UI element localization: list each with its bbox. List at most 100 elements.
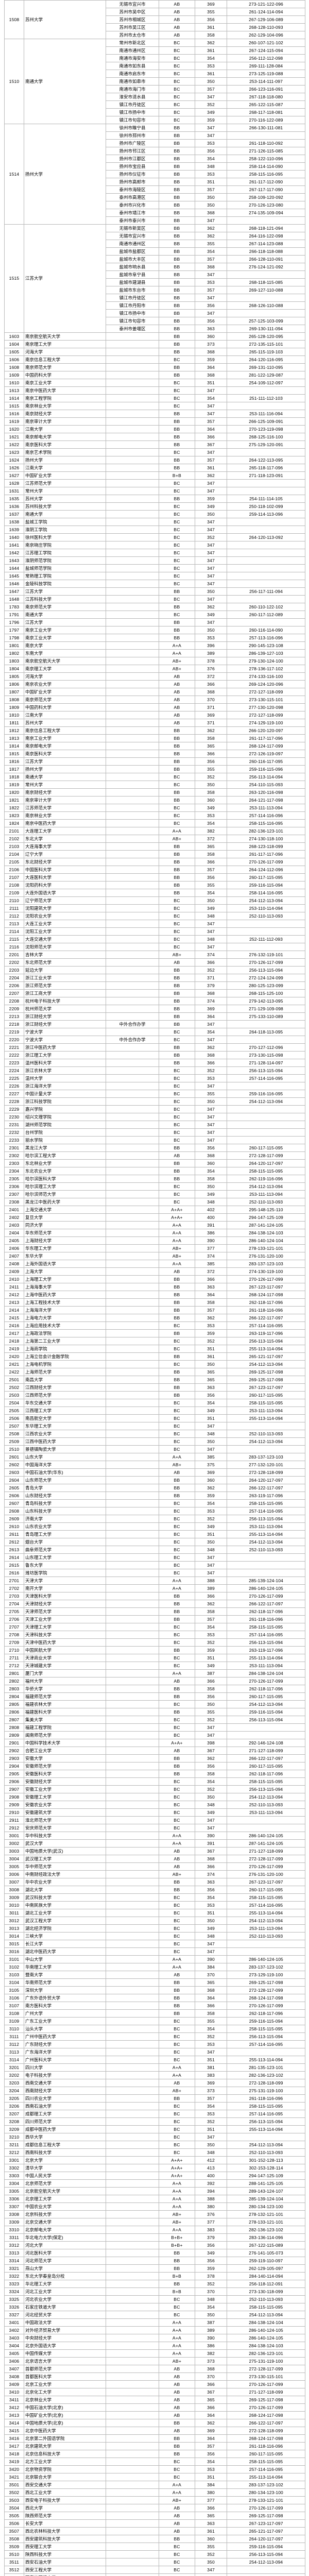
table-row: 2307 哈尔滨师范大学 BC 349 253-111-113-094	[4, 1190, 305, 1198]
table-row: 2231 湖州师范学院 BC 347	[4, 1121, 305, 1129]
cell-admission-score: 350	[195, 1360, 227, 1368]
cell-tiebreak-detail: 264-116-122-098	[227, 232, 305, 240]
cell-tiebreak-detail: 265-115-119-103	[227, 348, 305, 356]
cell-program-note	[106, 440, 159, 449]
cell-admission-score: 368	[195, 1051, 227, 1059]
cell-school-code: 3113	[4, 2048, 24, 2056]
cell-tiebreak-detail: 264-122-113-095	[227, 456, 305, 464]
cell-school-code: 2907	[4, 1785, 24, 1793]
cell-tiebreak-detail: 256-113-115-094	[227, 1785, 305, 1793]
cell-school-name: 北京化工大学	[24, 2388, 106, 2396]
table-row: 3308 北京科技大学 AB+ 376 278-132-121-101	[4, 2210, 305, 2218]
cell-admission-score: 350	[195, 1538, 227, 1546]
cell-admission-score: 359	[195, 1492, 227, 1500]
table-row: 3312 河北大学 B+B+ 356 267-122-115-089	[4, 2241, 305, 2249]
cell-program-note	[106, 1862, 159, 1871]
cell-school-name: 扬州大学	[24, 456, 106, 464]
cell-school-name: 中国地质大学(北京)	[24, 2419, 106, 2427]
cell-grade-requirement: A+A	[159, 2318, 195, 2327]
cell-tiebreak-detail: 276-141-105-073	[227, 2249, 305, 2257]
table-row: 3419 北方工业大学 BC 354 258-115-115-095	[4, 2458, 305, 2466]
cell-program-note	[106, 989, 159, 997]
cell-school-code: 3207	[4, 2110, 24, 2118]
cell-tiebreak-detail: 254-112-113-094	[227, 1917, 305, 1925]
cell-admission-score: 400	[195, 1213, 227, 1222]
cell-district: 镇江市扬中市	[106, 108, 159, 116]
cell-grade-requirement: BB	[159, 410, 195, 418]
table-row: 2420 上海立信会计金融学院 BB 361 265-121-117-097	[4, 1352, 305, 1361]
cell-school-name: 金陵科技学院	[24, 580, 106, 588]
cell-program-note	[106, 1847, 159, 1855]
cell-school-name: 天津城建大学	[24, 1662, 106, 1670]
cell-program-note	[106, 2102, 159, 2110]
cell-program-note	[106, 1074, 159, 1082]
cell-admission-score: 366	[195, 2403, 227, 2412]
cell-program-note	[106, 920, 159, 928]
table-row: 1640 徐州医科大学 BC 352 264-120-113-092	[4, 533, 305, 541]
table-row: 1610 南京工业大学 BC 351 254-109-112-097	[4, 379, 305, 387]
table-row: 2202 东北师范大学 AB 366 270-126-117-099	[4, 958, 305, 967]
cell-admission-score: 390	[195, 1832, 227, 1840]
cell-school-code: 2416	[4, 1321, 24, 1330]
cell-school-name: 南京信息工程大学	[24, 726, 106, 735]
cell-program-note	[106, 2442, 159, 2450]
cell-school-name: 苏州大学	[24, 719, 106, 727]
cell-admission-score: 356	[195, 873, 227, 882]
cell-school-name: 上海电机学院	[24, 1360, 106, 1368]
cell-admission-score: 350	[195, 587, 227, 596]
cell-tiebreak-detail: 278-132-121-101	[227, 2210, 305, 2218]
cell-admission-score: 354	[195, 2025, 227, 2033]
cell-school-name: 北京交通大学	[24, 2218, 106, 2226]
cell-tiebreak-detail: 260-117-115-095	[227, 1144, 305, 1152]
cell-tiebreak-detail: 261-118-116-096	[227, 1306, 305, 1314]
cell-grade-requirement: BB	[159, 185, 195, 194]
cell-grade-requirement: AB	[159, 2512, 195, 2520]
cell-school-code: 3109	[4, 2017, 24, 2025]
cell-grade-requirement: BC	[159, 2295, 195, 2303]
cell-admission-score: 386	[195, 2342, 227, 2350]
cell-tiebreak-detail	[227, 1947, 305, 1956]
cell-program-note	[106, 703, 159, 711]
table-row: 2908 安徽理工大学 BC 350 254-112-113-094	[4, 1793, 305, 1801]
cell-program-note	[106, 2342, 159, 2350]
cell-program-note	[106, 402, 159, 410]
cell-school-name: 上海海洋大学	[24, 1306, 106, 1314]
cell-program-note	[106, 2156, 159, 2164]
cell-admission-score: 350	[195, 1182, 227, 1191]
cell-grade-requirement: BC	[159, 1924, 195, 1933]
table-row: 3302 清华大学 A+A+ 413 302-153-128-114	[4, 2164, 305, 2172]
cell-school-name: 黑龙江中医药大学	[24, 1198, 106, 1206]
table-row: 2115 大连交通大学 BC 348 252-111-112-093	[4, 935, 305, 943]
cell-school-name: 武汉大学	[24, 1839, 106, 1848]
cell-program-note	[106, 2094, 159, 2103]
cell-admission-score: 352	[195, 100, 227, 109]
cell-grade-requirement: BC	[159, 804, 195, 812]
cell-admission-score: 347	[195, 526, 227, 534]
cell-school-code: 2801	[4, 1669, 24, 1677]
table-row: 3103 暨南大学 AB 370 273-129-119-100	[4, 1971, 305, 1979]
cell-school-name: 南京工业大学	[24, 634, 106, 642]
cell-admission-score: 350	[195, 77, 227, 86]
cell-program-note	[106, 417, 159, 426]
table-row: 3113 广东海洋大学 BC 347	[4, 2048, 305, 2056]
table-row: 3207 成都理工大学 BC 353 257-114-116-095	[4, 2110, 305, 2118]
table-row: 3204 西南财经大学 AB+ 373 275-131-119-100	[4, 2087, 305, 2095]
cell-program-note	[106, 1028, 159, 1036]
cell-program-note	[106, 386, 159, 395]
cell-school-code: 3506	[4, 2519, 24, 2528]
cell-grade-requirement: B+B	[159, 2272, 195, 2280]
cell-program-note	[106, 1182, 159, 1191]
cell-admission-score: 351	[195, 1414, 227, 1422]
table-row: 镇江市丹阳市 BB 356 268-126-110-088	[5, 301, 305, 310]
cell-school-code: 1820	[4, 788, 24, 796]
cell-grade-requirement: BB	[159, 317, 195, 325]
cell-program-note	[106, 603, 159, 611]
cell-program-note	[106, 1600, 159, 1608]
cell-admission-score: 353	[195, 2040, 227, 2048]
cell-program-note	[106, 1329, 159, 1337]
table-row: 1635 苏州大学 BB 359 254-111-114-105	[4, 495, 305, 503]
table-row: 3108 广州大学 BB 358 262-118-117-096	[4, 2009, 305, 2018]
table-row: 1508 苏州大学 无锡市宜兴市 AB 369 273-121-122-096	[4, 0, 305, 39]
cell-school-name: 北京工业大学	[24, 2380, 106, 2388]
cell-school-name: 中国医科大学	[24, 866, 106, 874]
